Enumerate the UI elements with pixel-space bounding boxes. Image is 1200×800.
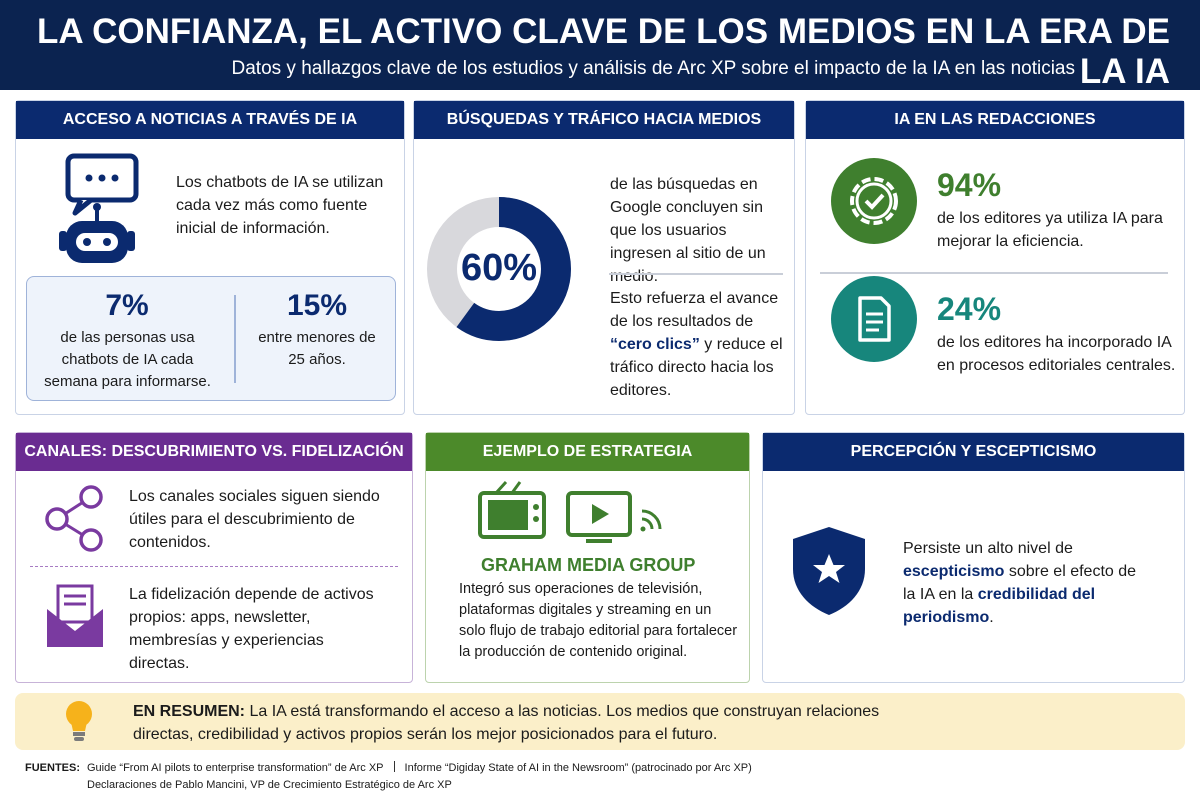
stat-text: de los editores ya utiliza IA para mejor… [937,210,1163,250]
text: Persiste un alto nivel de escepticismo s… [903,537,1143,629]
bulb-icon [66,701,92,741]
stat-value: 15% [286,289,348,322]
panel-title: ACCESO A NOTICIAS A TRAVÉS DE IA [16,101,404,139]
source: Guide “From AI pilots to enterprise tran… [87,762,384,774]
shield-icon [793,527,865,615]
text: Esto refuerza el avance de los resultado… [610,290,779,330]
gear-icon [831,158,917,244]
search-panel: BÚSQUEDAS Y TRÁFICO HACIA MEDIOS 60% de … [413,100,795,415]
source: Declaraciones de Pablo Mancini, VP de Cr… [87,779,452,791]
highlight: credibilidad del periodismo [903,586,1096,626]
highlight: escepticismo [903,563,1005,580]
stat-text: de las personas usa chatbots de IA cada … [44,329,211,390]
text: Integró sus operaciones de televisión, p… [459,581,738,660]
channels-panel: CANALES: DESCUBRIMIENTO VS. FIDELIZACIÓN… [15,432,413,683]
summary-text: EN RESUMEN: La IA está transformando el … [133,700,923,746]
highlight: “cero clics” [610,336,700,353]
text: La IA está transformando el acceso a las… [133,703,880,743]
document-icon [831,276,917,362]
share-icon [45,485,103,552]
company: GRAHAM MEDIA GROUP [481,555,696,575]
channel-item: La fidelización depende de activos propi… [129,586,374,672]
title: LA CONFIANZA, EL ACTIVO CLAVE DE LOS MED… [36,12,1170,91]
sources-line: Guide “From AI pilots to enterprise tran… [87,760,752,777]
panel-title: EJEMPLO DE ESTRATEGIA [426,433,749,471]
stat-value: 7% [105,289,149,322]
stat-value: 24% [937,291,1002,327]
sources-label: FUENTES: [25,762,80,774]
stat-text: de los editores ha incorporado IA en pro… [937,334,1176,374]
newsroom-panel: IA EN LAS REDACCIONES 94% de los editore… [805,100,1185,415]
text: y reduce el tráfico directo hacia los ed… [610,336,783,399]
panel-title: IA EN LAS REDACCIONES [806,101,1184,139]
panel-title: BÚSQUEDAS Y TRÁFICO HACIA MEDIOS [414,101,794,139]
text: . [989,609,994,626]
stats-box: 7% de las personas usa chatbots de IA ca… [26,276,396,401]
media-icons [478,480,662,543]
perception-panel: PERCEPCIÓN Y ESCEPTICISMO Persiste un al… [762,432,1185,683]
channel-item: Los canales sociales siguen siendo útile… [129,488,380,551]
text: Persiste un alto nivel de [903,540,1073,557]
access-panel: ACCESO A NOTICIAS A TRAVÉS DE IA Los cha… [15,100,405,415]
source: Informe “Digiday State of AI in the News… [404,762,752,774]
strategy-panel: EJEMPLO DE ESTRATEGIA GRAHAM MEDIA GROUP… [425,432,750,683]
divider [30,566,398,567]
text: de las búsquedas en Google concluyen sin… [610,176,766,285]
subtitle: Datos y hallazgos clave de los estudios … [231,58,1076,79]
donut: 60% [427,197,571,341]
separator [393,761,395,772]
text: sobre el efecto de la IA en la [903,563,1137,603]
summary-label: EN RESUMEN: [133,703,246,720]
mail-icon [47,584,103,647]
panel-title: PERCEPCIÓN Y ESCEPTICISMO [763,433,1184,471]
stat-value: 94% [937,167,1002,203]
summary: EN RESUMEN: La IA está transformando el … [15,693,1185,750]
donut-arc [427,197,571,341]
panel-title: CANALES: DESCUBRIMIENTO VS. FIDELIZACIÓN [16,433,412,471]
robot-icon [59,153,139,263]
header: LA CONFIANZA, EL ACTIVO CLAVE DE LOS MED… [0,0,1200,91]
divider [609,273,783,275]
donut-label: 60% [461,247,537,289]
divider [820,272,1168,274]
note: Esto refuerza el avance de los resultado… [610,287,790,402]
text: Los chatbots de IA se utilizan cada vez … [176,174,384,237]
stat-text: entre menores de 25 años. [258,329,376,368]
divider [234,295,236,383]
